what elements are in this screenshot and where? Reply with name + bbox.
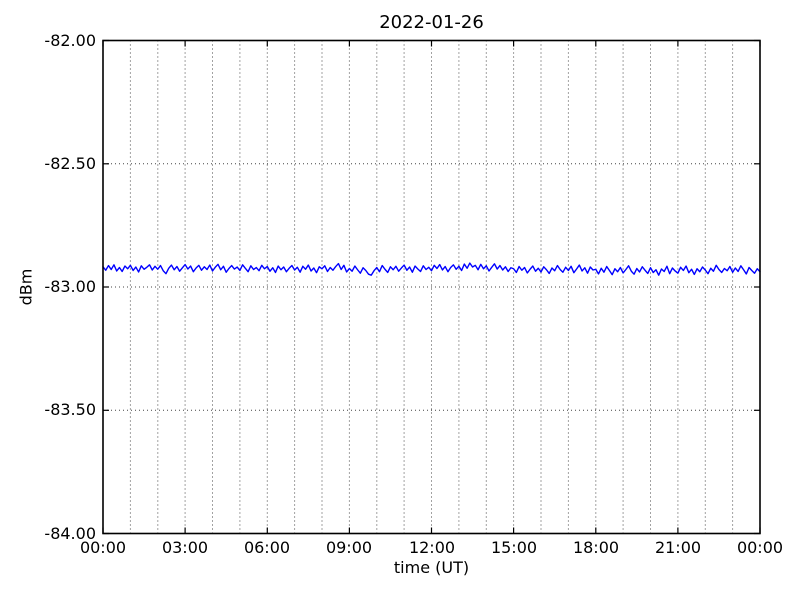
- x-tick-label: 00:00: [79, 538, 127, 557]
- x-tick-label: 15:00: [490, 538, 538, 557]
- y-tick-label: -82.50: [44, 154, 96, 173]
- x-tick-label: 03:00: [161, 538, 209, 557]
- x-tick-label: 09:00: [325, 538, 373, 557]
- plot-spines: [102, 39, 761, 535]
- y-tick-label: -83.00: [44, 277, 96, 296]
- y-tick-label: -84.00: [44, 524, 96, 543]
- data-line: [102, 262, 761, 276]
- horizontal-gridlines: [103, 163, 760, 411]
- y-tick-label: -82.00: [44, 31, 96, 50]
- x-tick-label: 21:00: [654, 538, 702, 557]
- y-tick-label: -83.50: [44, 400, 96, 419]
- x-tick-label: 18:00: [572, 538, 620, 557]
- x-tick-label: 12:00: [408, 538, 456, 557]
- x-axis-label: time (UT): [393, 558, 470, 577]
- chart-title: 2022-01-26: [379, 12, 484, 33]
- x-tick-label: 06:00: [243, 538, 291, 557]
- x-tick-label: 00:00: [736, 538, 784, 557]
